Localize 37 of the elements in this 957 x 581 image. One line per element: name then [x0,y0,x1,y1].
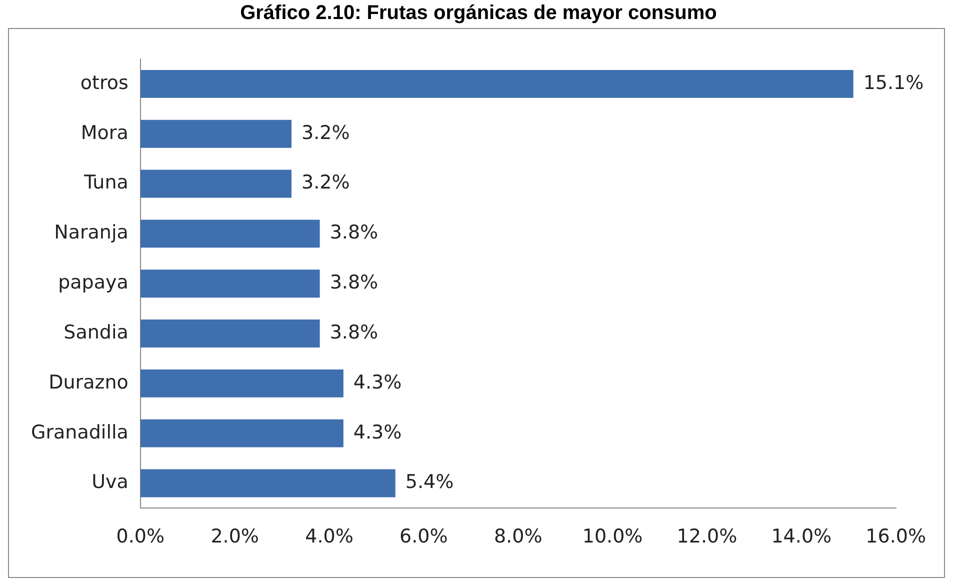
data-label: 3.2% [301,172,350,194]
chart-title: Gráfico 2.10: Frutas orgánicas de mayor consumo [239,1,718,26]
bar [140,70,854,98]
bar [140,170,292,198]
bar [140,419,344,448]
bar [140,369,344,398]
bar [140,320,320,348]
x-tick-label: 4.0% [305,526,354,548]
y-tick-label: Tuna [82,172,128,194]
y-tick-label: papaya [58,272,128,294]
bar [140,120,292,148]
bar [140,220,320,248]
data-label: 4.3% [353,371,402,394]
bar [140,469,396,498]
bar [140,270,320,298]
y-tick-label: otros [80,72,128,94]
x-tick-label: 12.0% [676,526,738,548]
y-tick-label: Naranja [54,222,128,244]
data-label: 3.8% [330,321,378,344]
data-label: 3.8% [330,222,378,244]
x-tick-label: 8.0% [494,526,542,548]
data-label: 3.8% [330,272,378,294]
data-label: 15.1% [863,72,924,94]
data-label: 4.3% [353,421,402,444]
y-tick-label: Uva [92,471,128,494]
x-tick-label: 16.0% [866,526,926,548]
y-tick-label: Mora [80,122,128,144]
x-tick-label: 10.0% [582,526,643,548]
y-tick-label: Durazno [48,371,128,394]
data-label: 5.4% [405,471,454,494]
x-tick-label: 0.0% [116,526,165,548]
x-tick-label: 6.0% [400,526,448,548]
data-label: 3.2% [301,122,350,144]
y-tick-label: Sandia [64,321,128,344]
x-tick-label: 2.0% [210,526,259,548]
x-tick-label: 14.0% [771,526,832,548]
y-tick-label: Granadilla [30,421,128,444]
